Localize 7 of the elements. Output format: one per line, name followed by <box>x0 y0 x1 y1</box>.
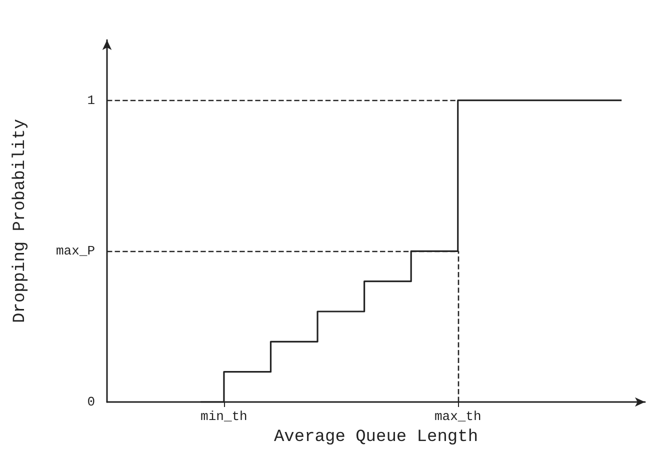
x-axis-title: Average Queue Length <box>274 428 478 447</box>
x-tick-label: max_th <box>434 409 482 424</box>
y-tick-label: max_P <box>56 244 96 259</box>
y-axis-title: Dropping Probability <box>11 118 30 324</box>
x-tick-label: min_th <box>200 409 248 424</box>
y-tick-label: 0 <box>87 394 95 410</box>
y-tick-label: 1 <box>87 92 96 108</box>
